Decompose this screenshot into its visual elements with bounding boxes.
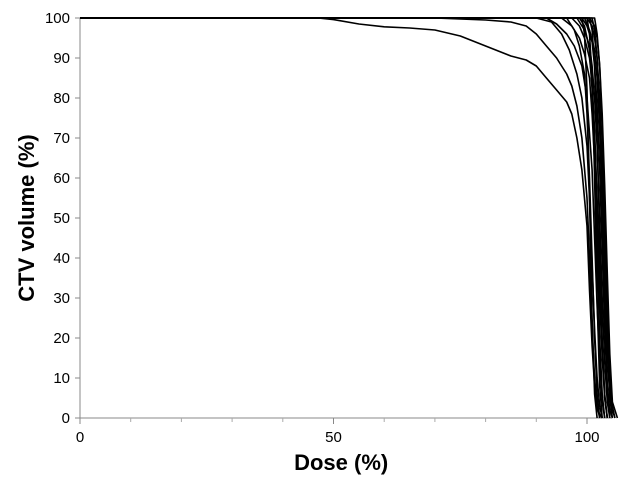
series-layer xyxy=(80,17,619,419)
x-tick-label: 0 xyxy=(76,429,84,446)
y-tick-label: 80 xyxy=(53,90,70,107)
series-line-16 xyxy=(80,17,601,419)
series-line-8 xyxy=(80,17,614,419)
series-line-17 xyxy=(80,17,616,419)
series-line-1 xyxy=(80,17,603,419)
x-tick-label: 100 xyxy=(574,429,599,446)
series-line-6 xyxy=(80,17,609,419)
series-line-14 xyxy=(80,17,609,419)
axes xyxy=(75,17,613,424)
y-tick-label: 40 xyxy=(53,250,70,267)
y-tick-label: 100 xyxy=(45,10,70,27)
y-axis-title: CTV volume (%) xyxy=(14,134,39,301)
series-line-13 xyxy=(80,17,598,419)
series-line-10 xyxy=(80,17,616,419)
series-line-2 xyxy=(80,17,601,419)
series-line-18 xyxy=(80,17,606,419)
series-line-5 xyxy=(80,17,609,419)
y-tick-label: 60 xyxy=(53,170,70,187)
y-tick-label: 70 xyxy=(53,130,70,147)
series-line-4 xyxy=(80,17,606,419)
y-tick-label: 10 xyxy=(53,370,70,387)
x-axis-title: Dose (%) xyxy=(294,450,388,475)
x-tick-label: 50 xyxy=(325,429,342,446)
y-tick-label: 20 xyxy=(53,330,70,347)
series-line-9 xyxy=(80,17,614,419)
series-line-12 xyxy=(80,17,603,419)
series-line-15 xyxy=(80,17,611,419)
y-tick-label: 0 xyxy=(62,410,70,427)
series-line-3 xyxy=(80,17,603,419)
series-line-11 xyxy=(80,17,619,419)
y-tick-label: 50 xyxy=(53,210,70,227)
tick-labels: 0 10 20 30 40 50 60 70 80 90 100 0 50 100 xyxy=(45,10,600,446)
series-line-7 xyxy=(80,17,611,419)
y-tick-label: 30 xyxy=(53,290,70,307)
y-tick-label: 90 xyxy=(53,50,70,67)
